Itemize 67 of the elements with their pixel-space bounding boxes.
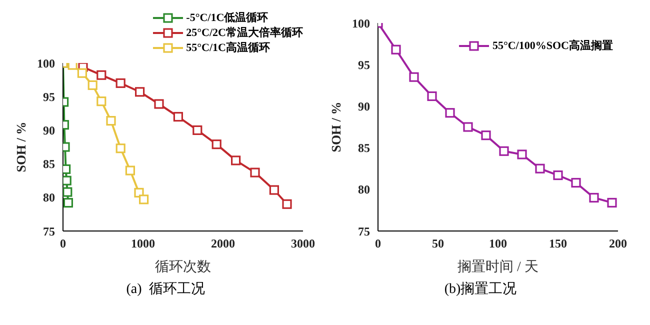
x-tick-label: 1000 (131, 236, 155, 251)
point (571, 178, 581, 188)
text: (b)搁置工况 (443, 280, 518, 298)
point (135, 87, 145, 97)
point (88, 80, 98, 90)
x-axis-title: 搁置时间 / 天 (458, 259, 538, 275)
x-tick-label: 50 (432, 236, 444, 251)
point (517, 150, 527, 160)
point (463, 122, 473, 132)
x-tick-label: 2000 (211, 236, 235, 251)
point (63, 142, 70, 152)
y-tick-label: 100 (352, 16, 370, 30)
point (125, 166, 135, 176)
point (250, 168, 260, 178)
point (68, 63, 78, 70)
point (106, 116, 116, 126)
point (282, 199, 292, 209)
text: (a) 循环工况 (125, 281, 206, 298)
y-tick-label: 75 (43, 224, 55, 238)
point (77, 68, 87, 78)
y-tick-label: 90 (358, 99, 370, 114)
point (427, 91, 437, 102)
y-tick-label: 95 (43, 90, 55, 104)
point (116, 144, 126, 154)
y-tick-label: 100 (37, 56, 55, 70)
point (607, 198, 617, 208)
x-tick-label: 0 (375, 236, 381, 251)
legend-label: 55°C/100%SOC高温搁置 (492, 38, 613, 53)
y-tick-label: 75 (358, 224, 370, 238)
legend-label: 25°C/2C常温大倍率循环 (186, 26, 303, 40)
point (589, 192, 599, 203)
y-tick-label: 95 (358, 58, 370, 72)
x-tick-label: 150 (549, 236, 567, 251)
point (212, 140, 222, 150)
y-tick-label: 80 (43, 190, 55, 205)
legend-label: -5°C/1C低温循环 (186, 11, 268, 25)
x-tick-label: 3000 (291, 236, 315, 251)
y-tick-label: 85 (358, 141, 370, 156)
x-axis-title: 循环次数 (155, 259, 211, 275)
y-axis-title: SOH / % (14, 122, 29, 172)
point (445, 108, 455, 118)
point (481, 130, 491, 140)
y-tick-label: 80 (358, 182, 370, 197)
x-tick-label: 200 (609, 236, 627, 251)
legend-label: 55°C/1C高温循环 (186, 40, 270, 55)
point (63, 164, 71, 174)
point (499, 146, 509, 156)
point (63, 187, 72, 197)
point (192, 125, 202, 135)
point (139, 194, 149, 204)
point (231, 156, 241, 166)
x-tick-label: 0 (60, 236, 66, 251)
point (553, 170, 563, 180)
y-axis-title: SOH / % (328, 102, 344, 152)
point (409, 72, 419, 82)
point (173, 112, 183, 122)
point (269, 185, 279, 195)
point (154, 99, 164, 109)
point (535, 164, 545, 174)
x-tick-label: 100 (489, 236, 507, 251)
point (96, 70, 106, 80)
y-tick-label: 85 (43, 157, 55, 172)
point (116, 78, 126, 88)
point (391, 44, 401, 54)
y-tick-label: 90 (43, 123, 55, 138)
point (96, 96, 106, 106)
point (63, 176, 72, 186)
